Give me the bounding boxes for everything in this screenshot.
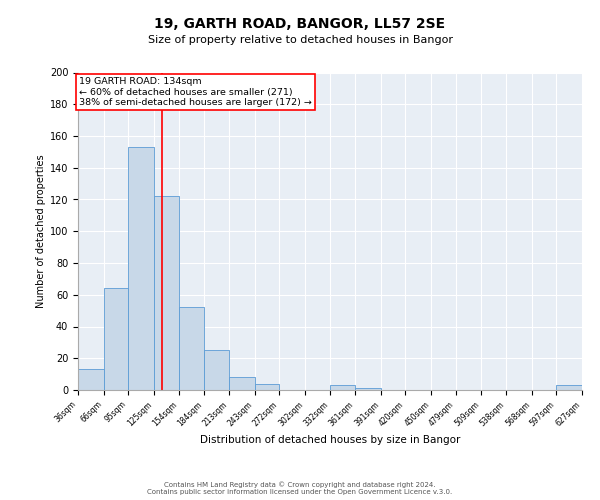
Text: Contains HM Land Registry data © Crown copyright and database right 2024.
Contai: Contains HM Land Registry data © Crown c…	[148, 482, 452, 495]
Text: Size of property relative to detached houses in Bangor: Size of property relative to detached ho…	[148, 35, 452, 45]
Y-axis label: Number of detached properties: Number of detached properties	[35, 154, 46, 308]
Bar	[355, 388, 381, 390]
Bar	[204, 350, 229, 390]
Bar	[154, 196, 179, 390]
Text: 19, GARTH ROAD, BANGOR, LL57 2SE: 19, GARTH ROAD, BANGOR, LL57 2SE	[154, 18, 446, 32]
Bar	[179, 308, 204, 390]
Text: 19 GARTH ROAD: 134sqm
← 60% of detached houses are smaller (271)
38% of semi-det: 19 GARTH ROAD: 134sqm ← 60% of detached …	[79, 78, 312, 107]
Bar	[104, 288, 128, 390]
Bar	[556, 385, 582, 390]
Bar	[78, 370, 104, 390]
Bar	[128, 147, 154, 390]
Bar	[331, 385, 355, 390]
Bar	[229, 378, 254, 390]
X-axis label: Distribution of detached houses by size in Bangor: Distribution of detached houses by size …	[200, 435, 460, 445]
Bar	[254, 384, 279, 390]
